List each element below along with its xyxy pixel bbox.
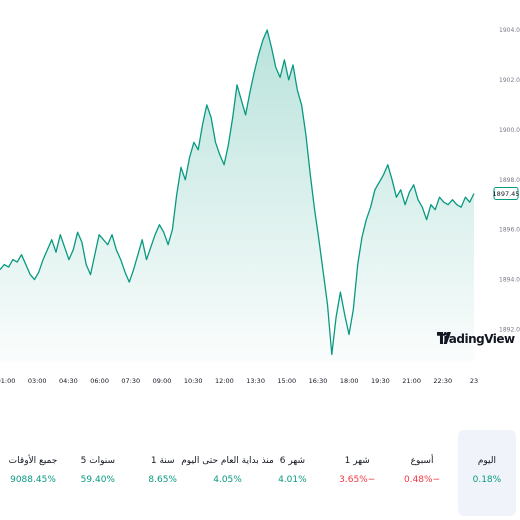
period-change-value: 59.40% <box>80 475 115 485</box>
y-axis-tick-label: 1894.00 <box>499 277 520 284</box>
x-axis-tick-label: 01:00 <box>0 377 15 385</box>
y-axis-tick-label: 1896.00 <box>499 227 520 234</box>
period-tab[interactable]: جميع الأوقات 9088.45% <box>4 430 62 516</box>
x-axis-tick-label: 21:00 <box>402 377 421 385</box>
last-price-label: 1897.45 <box>493 190 520 198</box>
period-tab[interactable]: 5 سنوات 59.40% <box>69 430 127 516</box>
price-line[interactable] <box>0 29 475 356</box>
period-label: 6 شهر <box>279 456 305 466</box>
x-axis-tick-label: 03:00 <box>28 377 47 385</box>
period-change-value: 3.65%− <box>339 475 376 485</box>
period-label: اليوم <box>477 456 496 466</box>
period-tab[interactable]: 1 سنة 8.65% <box>134 430 192 516</box>
period-tab[interactable]: أسبوع 0.48%− <box>393 430 451 516</box>
period-label: 5 سنوات <box>80 456 116 466</box>
performance-periods: اليوم 0.18% أسبوع 0.48%− 1 شهر 3.65%− 6 شهر 4.0… <box>0 430 520 520</box>
period-change-value: 4.01% <box>278 475 307 485</box>
y-axis-tick-label: 1892.00 <box>499 327 520 334</box>
period-tab[interactable]: اليوم 0.18% <box>457 430 516 516</box>
x-axis-tick-label: 22:30 <box>433 377 452 385</box>
period-tab[interactable]: منذ بداية العام حتى اليوم 4.05% <box>181 430 274 516</box>
y-axis-tick-label: 1904.00 <box>499 27 520 34</box>
period-label: جميع الأوقات <box>8 456 58 466</box>
period-change-value: 8.65% <box>148 475 177 485</box>
period-label: منذ بداية العام حتى اليوم <box>181 456 274 466</box>
price-chart[interactable]: 1904.00 1902.00 1900.00 1898.00 1896.00 1894.… <box>0 0 520 390</box>
period-change-value: 0.48%− <box>403 475 441 485</box>
period-tab[interactable]: 6 شهر 4.01% <box>263 430 321 516</box>
period-change-value: 9088.45% <box>10 475 56 485</box>
period-tab[interactable]: 1 شهر 3.65%− <box>328 430 386 516</box>
x-axis-tick-label: 16:30 <box>309 377 328 385</box>
x-axis-tick-label: 04:30 <box>59 377 78 385</box>
x-axis-tick-label: 07:30 <box>121 377 140 385</box>
x-axis-tick-label: 12:00 <box>215 377 234 385</box>
y-axis-tick-label: 1902.00 <box>499 77 520 84</box>
price-area-fill <box>0 30 474 362</box>
tradingview-logo-icon <box>437 332 451 344</box>
period-label: أسبوع <box>410 456 434 466</box>
chart-canvas[interactable]: 1904.00 1902.00 1900.00 1898.00 1896.00 1894.… <box>0 0 520 390</box>
period-label: 1 شهر <box>344 456 370 466</box>
tradingview-logo-text: TradingView <box>437 332 515 346</box>
period-change-value: 0.18% <box>472 475 502 485</box>
x-axis-tick-label: 18:00 <box>340 377 359 385</box>
x-axis-tick-label: 13:30 <box>246 377 265 385</box>
period-change-value: 4.05% <box>213 475 242 485</box>
x-axis-tick-label: 10:30 <box>184 377 203 385</box>
period-label: 1 سنة <box>150 456 175 466</box>
x-axis-tick-label: 06:00 <box>90 377 109 385</box>
y-axis-tick-label: 1900.00 <box>499 127 520 134</box>
x-axis-tick-label: 09:00 <box>153 377 172 385</box>
tradingview-logo[interactable]: TradingView <box>437 332 515 346</box>
x-axis-tick-label: 15:00 <box>277 377 296 385</box>
last-price-tag <box>493 186 519 200</box>
x-axis-tick-label: 19:30 <box>371 377 390 385</box>
x-axis-tick-label: 23 <box>470 377 478 385</box>
y-axis-tick-label: 1898.00 <box>499 177 520 184</box>
